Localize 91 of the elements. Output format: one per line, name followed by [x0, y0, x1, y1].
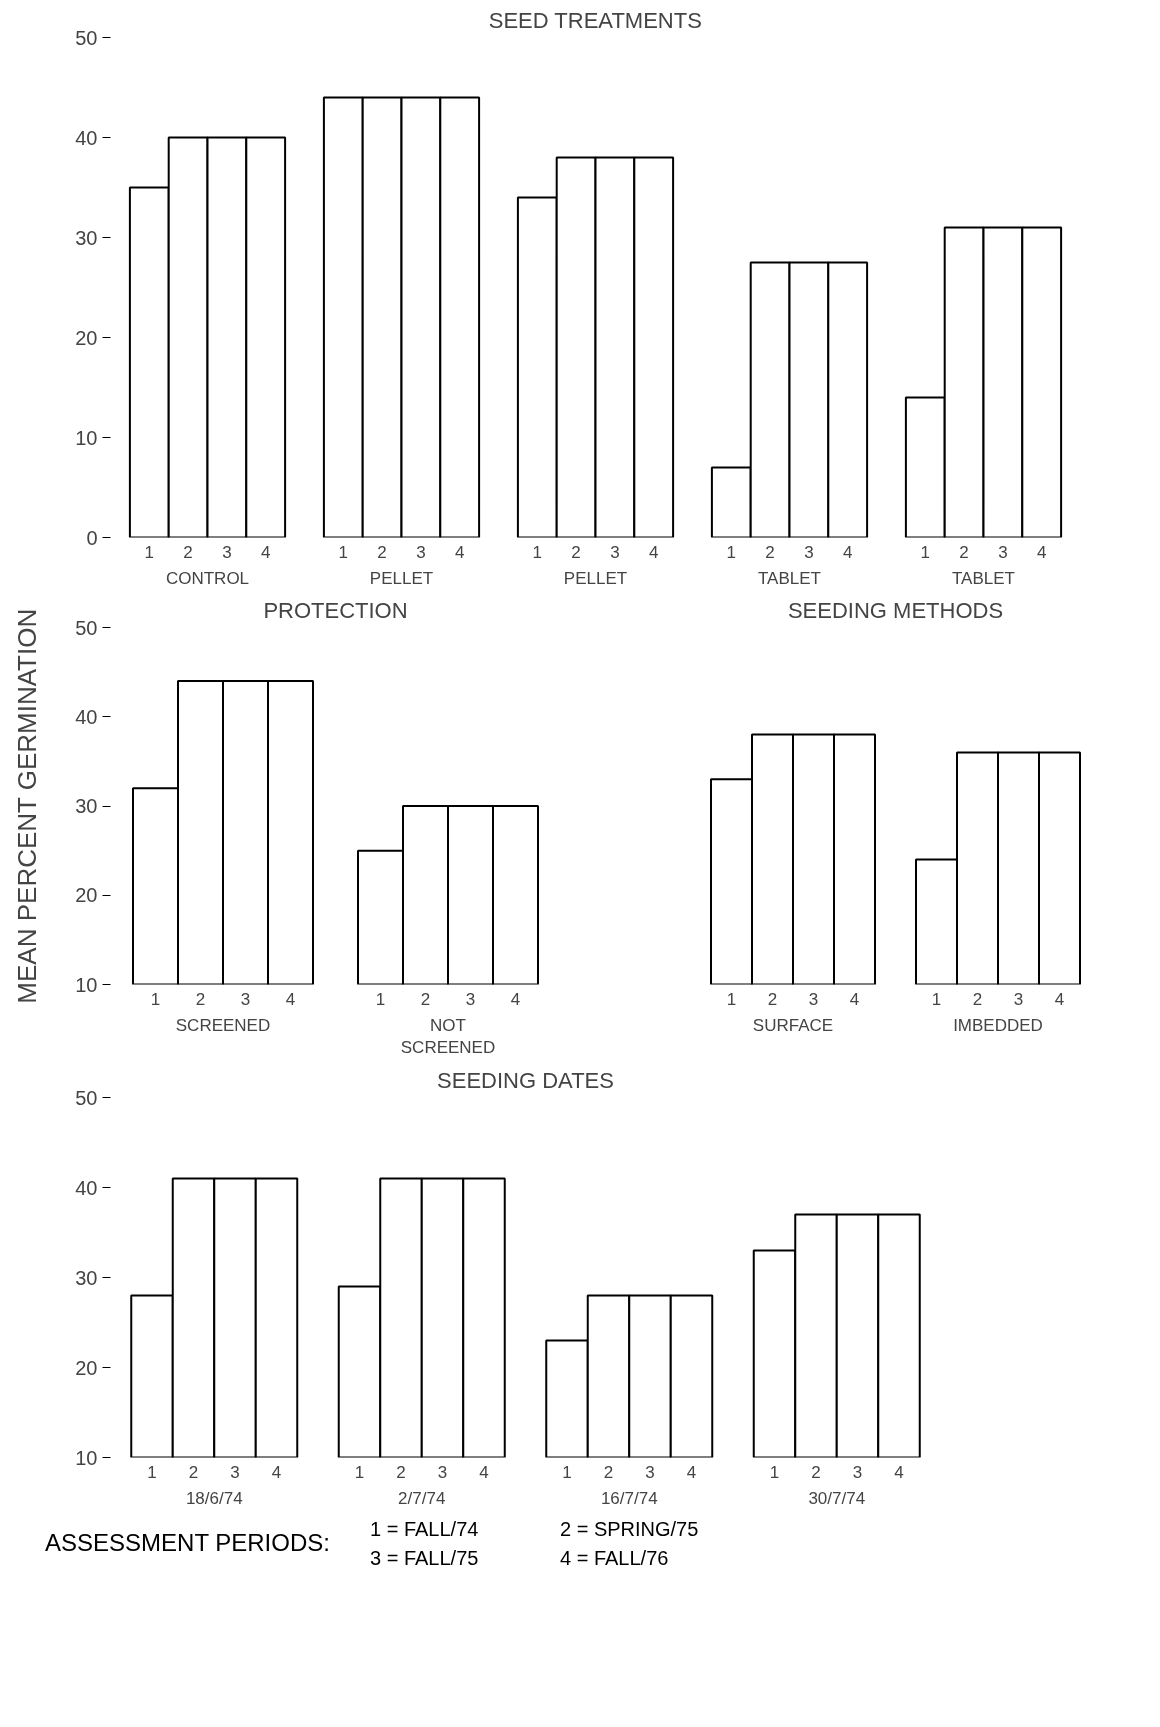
series-label: 2: [195, 989, 206, 1009]
text: 1 = FALL/74: [369, 1517, 480, 1542]
y-tick-label: 30: [75, 1266, 98, 1289]
text: 3: [998, 542, 1008, 562]
text: 3: [804, 542, 814, 562]
series-label: 4: [285, 989, 296, 1009]
series-label: 2: [183, 542, 193, 562]
text: 4: [1054, 989, 1065, 1009]
text: 1: [354, 1462, 365, 1482]
text: ASSESSMENT PERIODS:: [45, 1528, 330, 1559]
y-tick-label: 50: [75, 1086, 98, 1109]
x-tick-label: 18/6/74: [185, 1488, 243, 1508]
y-axis-title: MEAN PERCENT GERMINATION: [12, 608, 43, 1004]
y-tick-label: 30: [75, 795, 98, 817]
text: 4: [648, 542, 659, 562]
text: 2: [396, 1462, 406, 1482]
text: 1: [726, 542, 737, 562]
text: 4: [479, 1462, 489, 1482]
series-label: 3: [240, 989, 251, 1009]
y-tick-label: 10: [75, 1446, 98, 1469]
text: 2: [377, 542, 387, 562]
text: 2 = SPRING/75: [559, 1517, 700, 1542]
text: 4: [842, 542, 853, 562]
x-tick-label: CONTROL: [165, 568, 250, 588]
x-tick-label: SURFACE: [752, 1015, 834, 1035]
series-label: 2: [767, 989, 778, 1009]
text: 1: [562, 1462, 572, 1482]
series-label: 3: [222, 542, 232, 562]
x-tick-label: SCREENED: [175, 1015, 271, 1035]
x-tick-label: TABLET: [952, 568, 1015, 588]
x-tick-label: PELLET: [563, 568, 628, 588]
text: 2: [811, 1462, 821, 1482]
text: 1: [931, 989, 942, 1009]
chart-title: PROTECTION: [263, 597, 408, 623]
text: 3: [465, 989, 476, 1009]
x-tick-label: IMBEDDED: [953, 1015, 1043, 1035]
text: 1: [532, 542, 543, 562]
text: 4: [510, 989, 521, 1009]
text: 2: [959, 542, 969, 562]
chart-title: SEEDING METHODS: [787, 597, 1004, 623]
series-label: 1: [144, 542, 155, 562]
text: 1: [338, 542, 349, 562]
text: 1: [769, 1462, 780, 1482]
series-label: 1: [726, 989, 737, 1009]
y-tick-label: 40: [75, 126, 98, 149]
y-tick-label: 0: [86, 526, 98, 549]
text: 2: [420, 989, 431, 1009]
y-tick-label: 50: [75, 26, 98, 49]
x-tick-label: 16/7/74: [600, 1488, 658, 1508]
text: 4: [894, 1462, 904, 1482]
x-tick-label: NOT SCREENED: [400, 1015, 496, 1058]
text: 3: [416, 542, 426, 562]
y-tick-label: 10: [75, 426, 98, 449]
text: 3: [852, 1462, 863, 1482]
y-tick-label: 30: [75, 226, 98, 249]
text: 3: [1013, 989, 1024, 1009]
series-label: 3: [230, 1462, 240, 1482]
chart-title: SEEDING DATES: [437, 1067, 614, 1093]
x-tick-label: PELLET: [369, 568, 434, 588]
text: 4: [454, 542, 465, 562]
text: 3 = FALL/75: [369, 1545, 480, 1571]
chart-title: SEED TREATMENTS: [488, 7, 702, 33]
text: 4: [1036, 542, 1047, 562]
series-label: 1: [147, 1462, 157, 1482]
series-label: 4: [271, 1462, 282, 1482]
x-tick-label: 2/7/74: [398, 1488, 446, 1508]
y-tick-label: 20: [75, 1356, 98, 1379]
y-tick-label: 10: [75, 973, 98, 996]
y-tick-label: 20: [75, 326, 98, 349]
y-tick-label: 40: [75, 705, 98, 728]
x-tick-label: TABLET: [758, 568, 821, 588]
text: 3: [437, 1462, 448, 1482]
y-tick-label: 20: [75, 884, 98, 907]
text: 2: [765, 542, 775, 562]
text: 1: [375, 989, 386, 1009]
x-tick-label: 30/7/74: [808, 1488, 866, 1508]
series-label: 3: [808, 989, 819, 1009]
text: 2: [972, 989, 983, 1009]
series-label: 4: [849, 989, 860, 1009]
text: 2: [571, 542, 581, 562]
y-tick-label: 40: [75, 1176, 98, 1199]
text: 2: [603, 1462, 614, 1482]
text: 3: [610, 542, 620, 562]
series-label: 4: [260, 542, 271, 562]
series-label: 1: [150, 989, 161, 1009]
text: 1: [920, 542, 931, 562]
y-tick-label: 50: [75, 616, 98, 639]
text: 4 = FALL/76: [559, 1545, 670, 1571]
series-label: 2: [188, 1462, 199, 1482]
text: 4: [686, 1462, 697, 1482]
text: 3: [645, 1462, 655, 1482]
